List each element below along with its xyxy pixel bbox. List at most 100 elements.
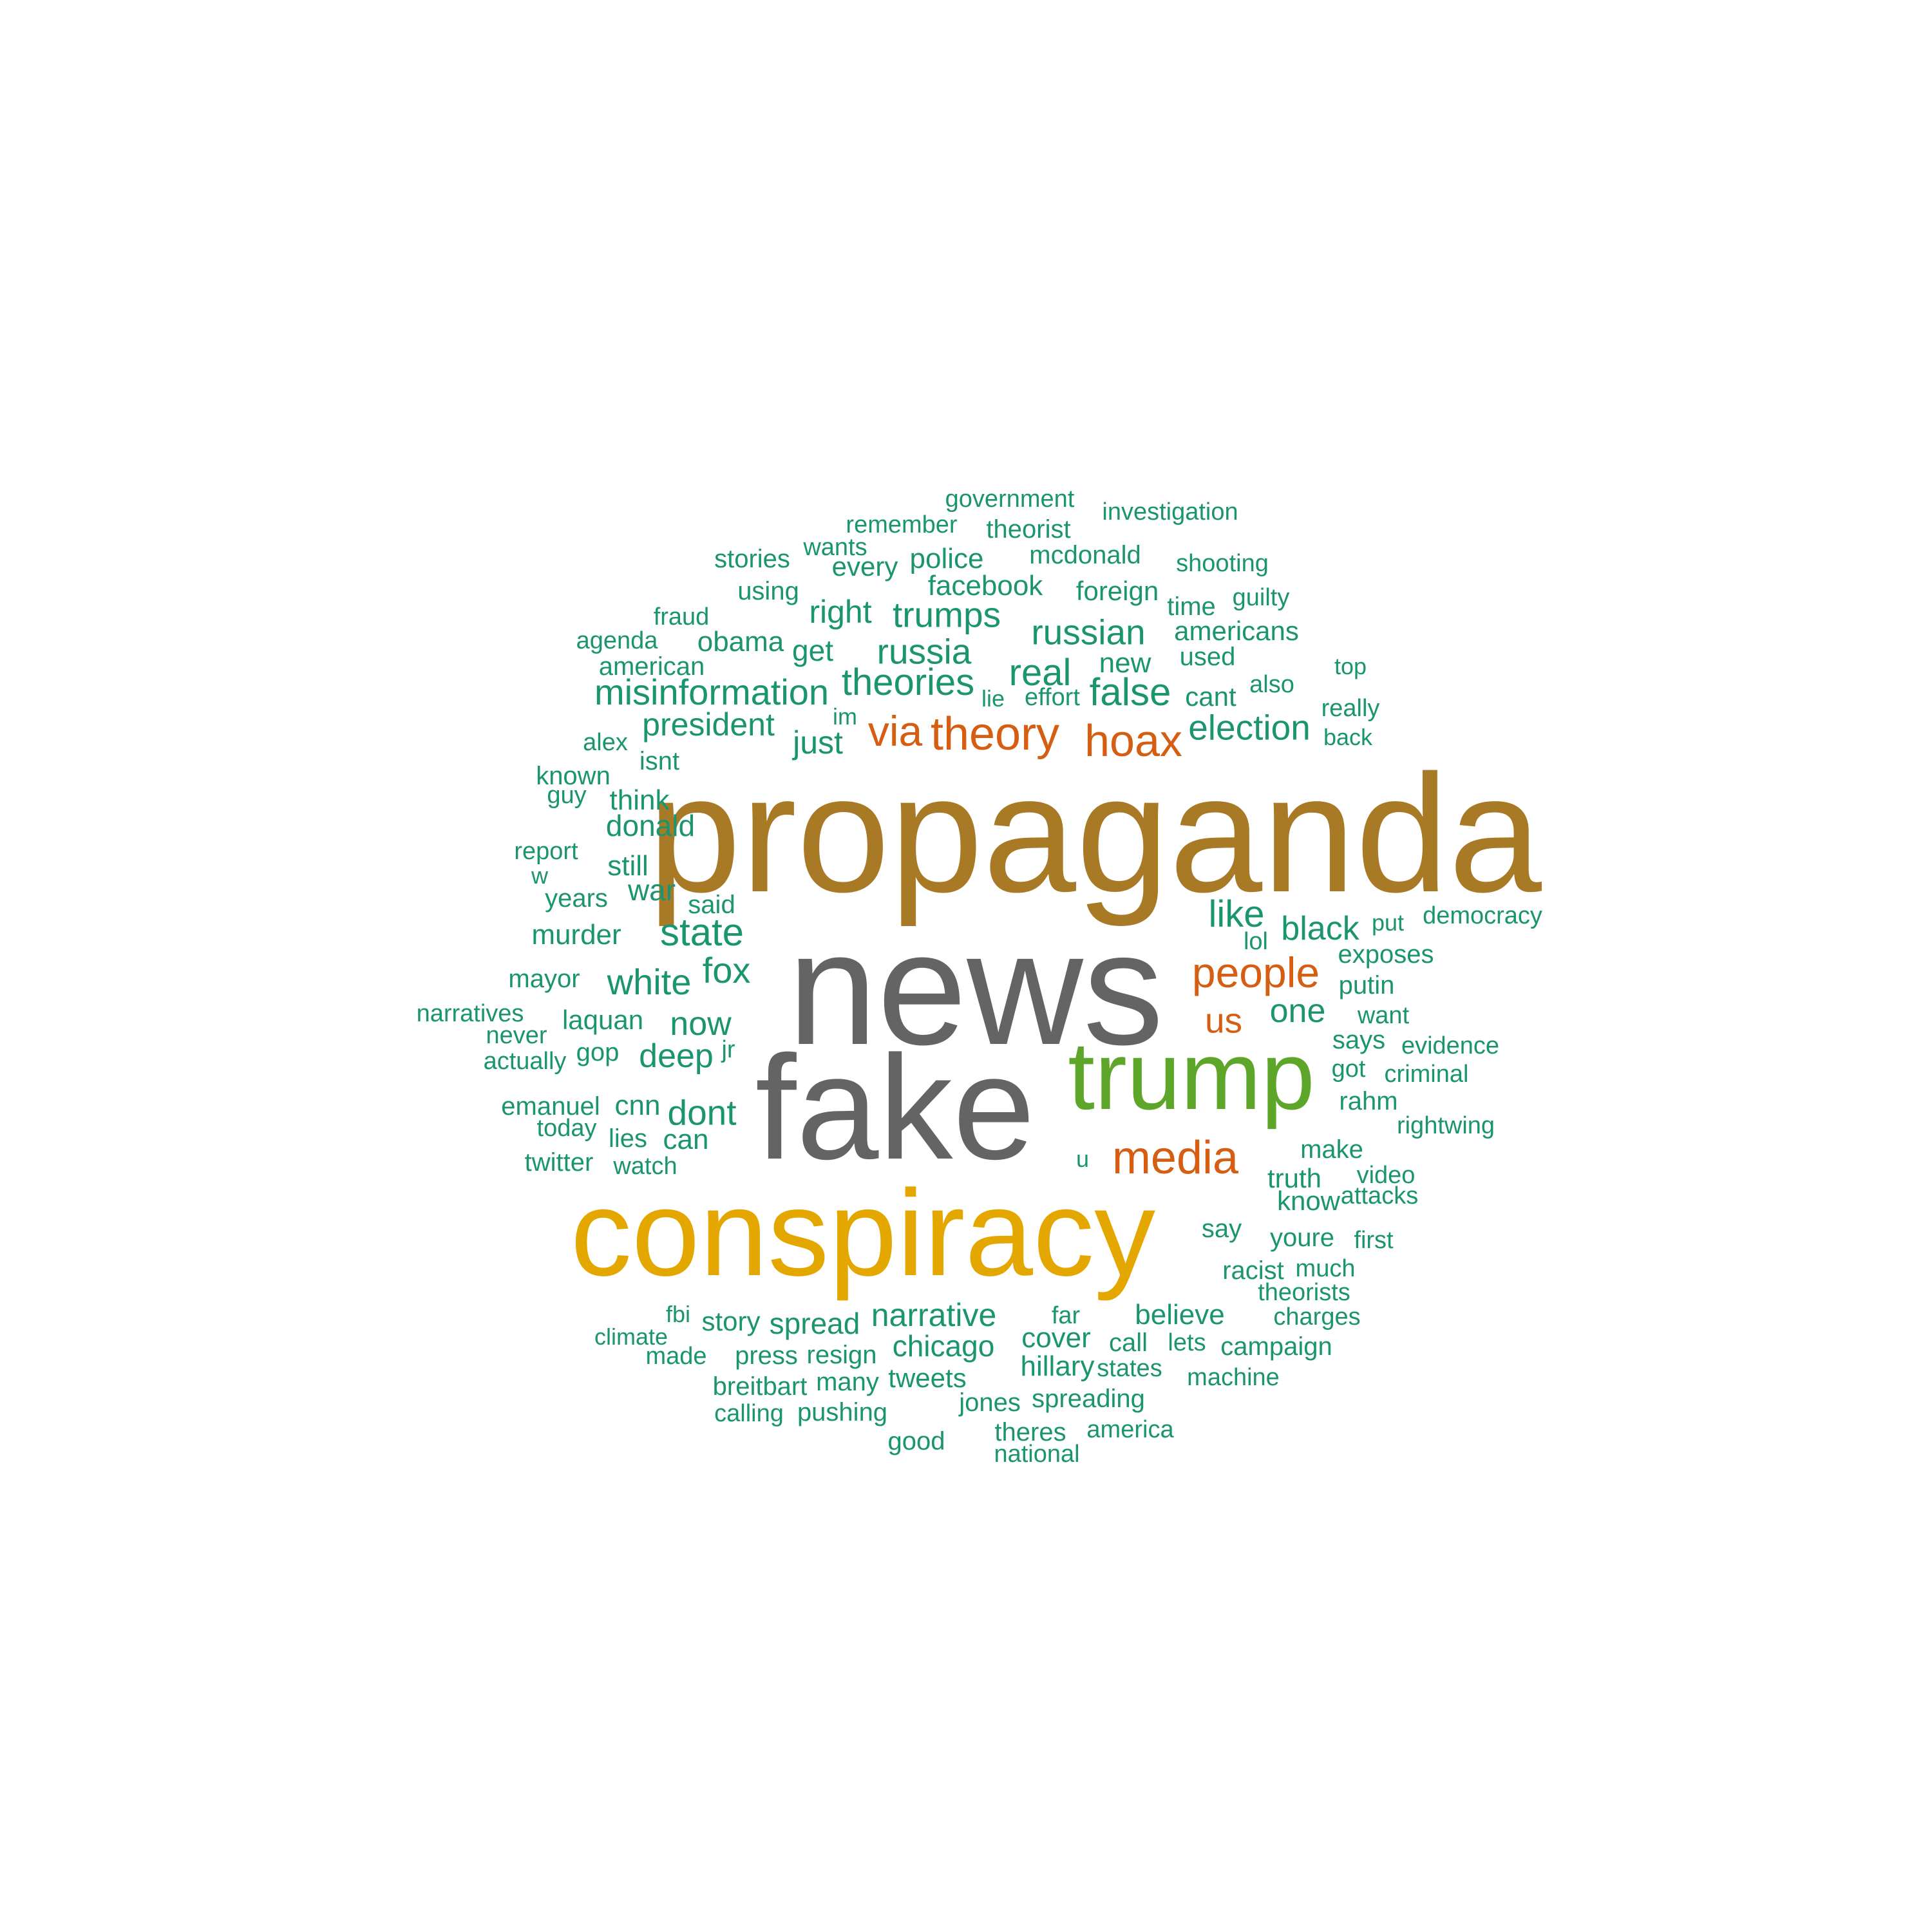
word-lets: lets [1168,1329,1206,1356]
word-black: black [1281,910,1359,947]
word-white: white [607,961,692,1002]
word-jones: jones [959,1388,1021,1417]
word-top: top [1334,653,1367,679]
word-im: im [833,703,857,730]
word-charges: charges [1273,1303,1361,1331]
word-facebook: facebook [927,570,1043,601]
word-cnn: cnn [614,1090,661,1121]
word-american: american [598,652,705,681]
word-laquan: laquan [562,1005,644,1035]
word-breitbart: breitbart [712,1372,808,1401]
word-never: never [486,1022,547,1049]
word-hoax: hoax [1084,715,1182,766]
word-first: first [1354,1227,1394,1254]
word-pushing: pushing [797,1398,888,1426]
word-democracy: democracy [1423,902,1542,929]
word-says: says [1332,1026,1386,1054]
word-cant: cant [1185,681,1236,712]
word-lies: lies [608,1124,648,1153]
word-investigation: investigation [1102,498,1238,526]
word-right: right [809,594,872,630]
word-tweets: tweets [888,1363,967,1393]
word-shooting: shooting [1176,550,1269,577]
word-call: call [1108,1329,1148,1357]
word-get: get [792,634,833,667]
word-campaign: campaign [1220,1332,1332,1361]
word-alex: alex [583,729,628,756]
word-attacks: attacks [1340,1182,1419,1209]
word-every: every [831,551,898,582]
word-lol: lol [1243,928,1269,955]
word-can: can [663,1124,709,1155]
word-fraud: fraud [653,603,710,630]
word-spread: spread [769,1307,860,1340]
word-dont: dont [667,1092,737,1133]
word-state: state [659,911,744,954]
word-real: real [1009,652,1072,694]
word-really: really [1321,695,1380,722]
word-election: election [1188,707,1311,748]
word-spreading: spreading [1032,1385,1145,1413]
word-report: report [514,838,578,865]
word-misinformation: misinformation [594,672,829,712]
word-people: people [1191,949,1320,996]
word-media: media [1112,1132,1239,1184]
word-youre: youre [1269,1224,1335,1252]
word-us: us [1204,1000,1243,1041]
word-calling: calling [714,1400,784,1427]
word-racist: racist [1222,1256,1284,1285]
word-new: new [1099,647,1151,679]
word-cover: cover [1021,1322,1091,1354]
word-theory: theory [930,708,1060,760]
word-wants: wants [803,534,867,561]
word-believe: believe [1135,1299,1225,1331]
word-propaganda: propaganda [648,741,1542,927]
word-russian: russian [1031,612,1146,652]
word-lie: lie [981,685,1005,712]
word-said: said [688,891,735,919]
word-machine: machine [1187,1364,1280,1391]
word-war: war [627,873,676,907]
word-trumps: trumps [892,594,1001,635]
word-put: put [1371,909,1405,936]
word-obama: obama [697,626,784,658]
word-isnt: isnt [639,747,680,775]
word-still: still [607,850,649,882]
word-back: back [1323,724,1373,750]
word-effort: effort [1025,684,1080,711]
word-guilty: guilty [1232,584,1290,611]
word-jr: jr [721,1036,735,1063]
word-news: news [788,898,1164,1078]
word-theorists: theorists [1258,1279,1350,1306]
word-trump: trump [1068,1021,1315,1130]
word-national: national [994,1441,1080,1468]
word-theories: theories [841,661,975,703]
word-story: story [701,1306,761,1336]
word-fox: fox [702,950,751,990]
word-rahm: rahm [1339,1087,1398,1115]
word-video: video [1356,1162,1416,1189]
word-watch: watch [613,1153,677,1180]
word-say: say [1201,1215,1242,1243]
word-many: many [816,1368,879,1396]
word-chicago: chicago [892,1329,995,1363]
word-putin: putin [1338,971,1395,999]
word-made: made [645,1343,707,1370]
word-want: want [1357,1002,1410,1029]
word-today: today [536,1115,597,1142]
word-fbi: fbi [665,1301,691,1327]
word-now: now [670,1005,732,1043]
word-good: good [887,1427,945,1455]
word-via: via [867,707,923,755]
word-police: police [909,543,984,574]
word-actually: actually [483,1048,567,1075]
word-government: government [945,486,1075,513]
word-murder: murder [531,919,621,951]
word-used: used [1179,643,1236,671]
word-known: known [536,762,611,790]
word-states: states [1097,1355,1162,1382]
word-u: u [1075,1146,1090,1172]
word-evidence: evidence [1401,1032,1500,1059]
word-narrative: narrative [871,1297,997,1333]
